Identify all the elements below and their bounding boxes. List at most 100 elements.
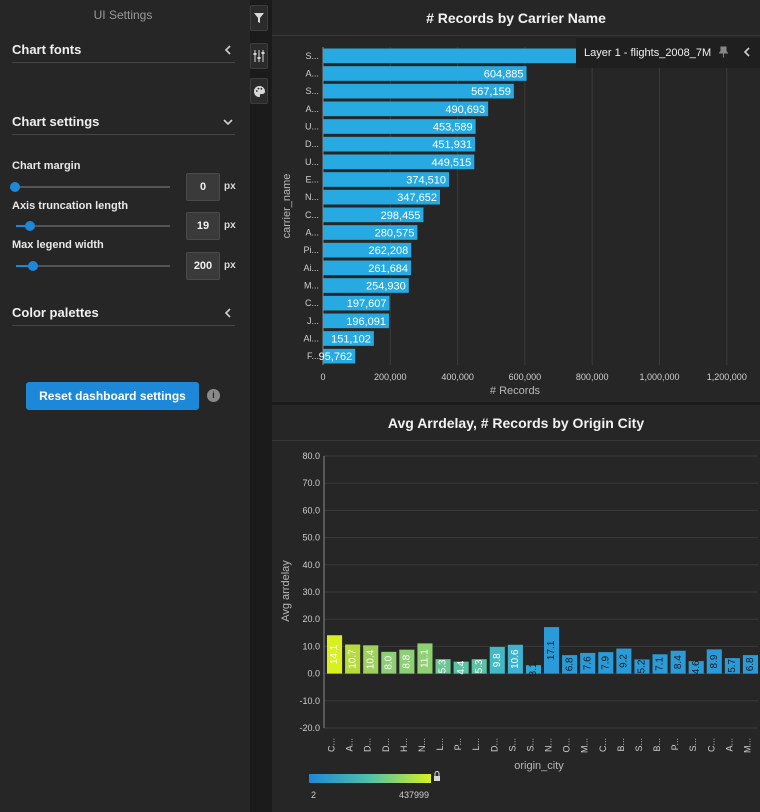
data-label: 6.8 xyxy=(745,657,756,671)
data-label: 262,208 xyxy=(368,245,408,257)
legend-max-label: 437999 xyxy=(399,790,429,800)
y-tick-label: U... xyxy=(305,157,319,167)
y-tick-label: -10.0 xyxy=(299,696,320,706)
pin-icon[interactable] xyxy=(718,46,729,61)
x-tick-label: D... xyxy=(489,738,499,752)
x-tick-label: 1,200,000 xyxy=(707,372,747,382)
chart-margin-input[interactable]: 0 xyxy=(186,173,220,201)
x-tick-label: B... xyxy=(652,738,662,752)
max-legend-width-input[interactable]: 200 xyxy=(186,252,220,280)
data-label: 5.2 xyxy=(637,659,648,673)
axis-truncation-slider[interactable] xyxy=(16,220,170,232)
section-chart-settings[interactable]: Chart settings xyxy=(12,109,235,135)
y-tick-label: D... xyxy=(305,139,319,149)
axis-truncation-input[interactable]: 19 xyxy=(186,212,220,240)
data-label: 6.8 xyxy=(564,657,575,671)
bar xyxy=(323,242,412,258)
bar xyxy=(598,652,614,674)
bar xyxy=(323,101,489,117)
y-tick-label: 40.0 xyxy=(302,560,320,570)
bar xyxy=(323,136,476,152)
bar xyxy=(381,651,397,674)
section-chart-fonts[interactable]: Chart fonts xyxy=(12,37,235,63)
chevron-left-icon[interactable] xyxy=(221,43,235,57)
y-tick-label: J... xyxy=(307,316,319,326)
filter-icon[interactable] xyxy=(250,5,268,31)
y-tick-label: U... xyxy=(305,122,319,132)
y-tick-label: 10.0 xyxy=(302,641,320,651)
data-label: 4.6 xyxy=(691,660,702,674)
y-tick-label: 20.0 xyxy=(302,614,320,624)
bar xyxy=(323,207,424,223)
carrier-bar-chart-svg: 0 200,000 400,000 600,000 800,000 1,000,000 1,… xyxy=(281,47,747,397)
bar xyxy=(323,295,390,311)
data-label: 4.4 xyxy=(456,660,467,674)
max-legend-width-slider[interactable] xyxy=(16,260,170,272)
bar xyxy=(323,348,356,364)
layer-bar[interactable]: Layer 1 - flights_2008_7M xyxy=(576,38,760,68)
bar xyxy=(323,313,389,329)
chevron-down-icon[interactable] xyxy=(221,115,235,129)
info-icon[interactable]: i xyxy=(207,389,220,402)
section-color-palettes[interactable]: Color palettes xyxy=(12,300,235,326)
x-tick-label: S... xyxy=(525,738,535,752)
data-label: 9.8 xyxy=(492,653,503,667)
lock-icon xyxy=(434,776,440,781)
slider-thumb[interactable] xyxy=(10,182,20,192)
x-tick-label: S... xyxy=(688,738,698,752)
slider-thumb[interactable] xyxy=(25,221,35,231)
x-tick-label: D... xyxy=(381,738,391,752)
chevron-left-icon[interactable] xyxy=(742,46,752,60)
bar xyxy=(323,172,450,187)
x-tick-label: M... xyxy=(742,738,752,753)
unit-label: px xyxy=(224,260,236,271)
bar xyxy=(323,225,418,240)
data-label: 9.2 xyxy=(619,654,630,668)
data-label: 197,607 xyxy=(347,298,387,310)
y-axis-title: carrier_name xyxy=(281,174,293,239)
bar xyxy=(323,189,440,205)
data-label: 7.9 xyxy=(600,655,611,669)
data-label: 604,885 xyxy=(484,69,524,81)
bar xyxy=(471,659,487,674)
chevron-left-icon[interactable] xyxy=(221,306,235,320)
y-tick-label: 60.0 xyxy=(302,505,320,515)
data-label: 449,515 xyxy=(431,157,471,169)
x-tick-label: 800,000 xyxy=(576,372,609,382)
data-label: 8.0 xyxy=(383,655,394,669)
y-tick-label: C... xyxy=(305,298,319,308)
data-label: 374,510 xyxy=(406,175,446,187)
x-axis-title: # Records xyxy=(490,385,541,397)
chart-margin-slider[interactable] xyxy=(10,181,170,193)
data-label: 347,652 xyxy=(397,192,437,204)
y-tick-label: M... xyxy=(304,281,319,291)
slider-thumb[interactable] xyxy=(28,261,38,271)
data-label: 490,693 xyxy=(445,104,485,116)
x-tick-label: P... xyxy=(453,738,463,750)
layer-label: Layer 1 - flights_2008_7M xyxy=(584,47,712,59)
bar xyxy=(616,648,632,674)
bar xyxy=(323,66,527,81)
sliders-icon[interactable] xyxy=(250,43,268,69)
data-label: 95,762 xyxy=(319,351,353,363)
data-label: 298,455 xyxy=(381,210,421,222)
x-tick-label: C... xyxy=(327,738,337,752)
data-label: 8.9 xyxy=(709,654,720,668)
y-tick-label: 80.0 xyxy=(302,451,320,461)
chart-title: # Records by Carrier Name xyxy=(272,0,760,36)
bar xyxy=(327,635,343,674)
y-tick-label: S... xyxy=(305,86,319,96)
data-label: 14.1 xyxy=(329,644,340,664)
reset-dashboard-settings-button[interactable]: Reset dashboard settings xyxy=(26,382,199,410)
palette-icon[interactable] xyxy=(250,78,268,104)
y-tick-label: Pi... xyxy=(303,245,319,255)
bar xyxy=(507,644,523,674)
bar xyxy=(634,659,650,674)
data-label: 7.6 xyxy=(582,656,593,670)
bar xyxy=(323,260,412,276)
x-tick-label: 200,000 xyxy=(374,372,407,382)
vertical-toolbar xyxy=(250,0,270,812)
section-label: Chart settings xyxy=(12,114,100,129)
x-tick-label: C... xyxy=(598,738,608,752)
